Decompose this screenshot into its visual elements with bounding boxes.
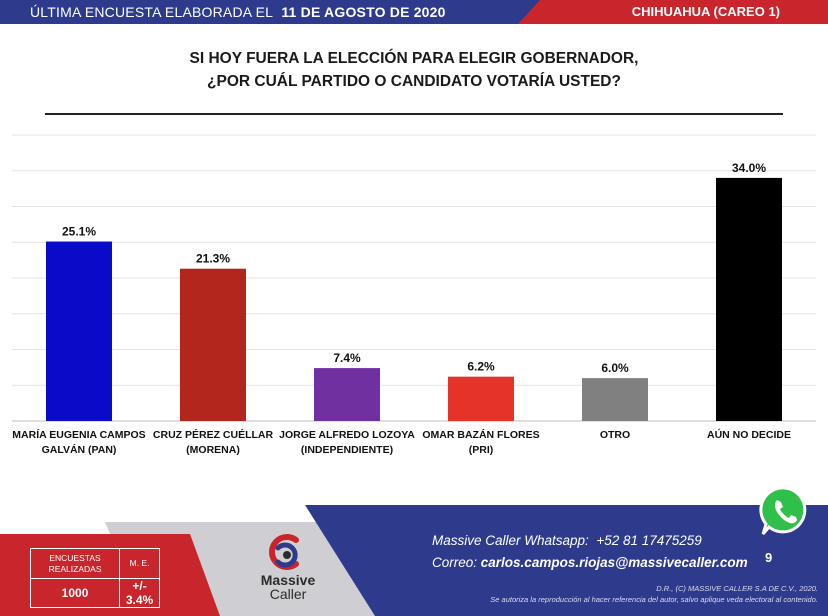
legal-line-1: D.R., (C) MASSIVE CALLER S.A DE C.V., 20… [656,584,818,593]
encuestas-value: 1000 [29,578,121,608]
whatsapp-label: Massive Caller Whatsapp: [432,533,589,548]
category-label: MARÍA EUGENIA CAMPOS [12,428,145,441]
question-line-2: ¿POR CUÁL PARTIDO O CANDIDATO VOTARÍA US… [207,73,621,90]
bar [582,378,648,421]
survey-date-caption: ÚLTIMA ENCUESTA ELABORADA EL 11 DE AGOST… [0,0,446,24]
legal-notice: D.R., (C) MASSIVE CALLER S.A DE C.V., 20… [490,583,818,605]
title-divider [45,113,783,115]
legal-line-2: Se autoriza la reproducción al hacer ref… [490,595,818,604]
whatsapp-icon[interactable] [758,484,812,538]
encuestas-label: ENCUESTAS REALIZADAS [29,548,121,579]
page-number: 9 [765,550,773,565]
category-label: (PRI) [469,444,494,456]
category-label: OMAR BAZÁN FLORES [422,428,539,441]
category-label: AÚN NO DECIDE [707,428,791,441]
data-label: 34.0% [732,161,766,175]
logo-mark-icon [269,534,299,570]
bar [448,376,514,421]
footer-blue-band [305,505,828,616]
email-link[interactable]: carlos.campos.riojas@massivecaller.com [480,555,748,570]
category-label: CRUZ PÉREZ CUÉLLAR [153,428,274,441]
data-label: 21.3% [196,252,230,266]
data-label: 6.2% [467,360,495,374]
logo-word-caller: Caller [269,586,307,602]
survey-date-prefix: ÚLTIMA ENCUESTA ELABORADA EL [30,4,274,20]
data-label: 6.0% [601,361,629,375]
data-label: 7.4% [333,351,361,365]
contact-info: Massive Caller Whatsapp: +52 81 17475259… [432,530,748,574]
category-label: (MORENA) [186,444,240,456]
margin-error-label: M. E. [119,548,160,579]
massive-caller-logo: Massive Caller [238,530,338,610]
email-label: Correo: [432,555,478,570]
survey-stats-table: ENCUESTAS REALIZADAS M. E. 1000 +/- 3.4% [29,548,160,608]
bar [716,177,782,421]
data-label: 25.1% [62,225,96,239]
category-label: GALVÁN (PAN) [42,443,117,456]
margin-error-value: +/- 3.4% [119,578,160,608]
question-line-1: SI HOY FUERA LA ELECCIÓN PARA ELEGIR GOB… [189,50,639,67]
region-label: CHIHUAHUA (CAREO 1) [631,4,780,19]
survey-date: 11 DE AGOSTO DE 2020 [281,4,446,20]
vote-intention-bar-chart: 25.1% MARÍA EUGENIA CAMPOS GALVÁN (PAN) 21.… [12,134,816,456]
bar [180,268,246,421]
email-line: Correo: carlos.campos.riojas@massivecall… [432,552,748,574]
whatsapp-number[interactable]: +52 81 17475259 [596,533,702,548]
category-label: (INDEPENDIENTE) [301,444,393,456]
bar [46,241,112,421]
header-red-band [518,0,828,24]
bar [314,368,380,421]
question-title: SI HOY FUERA LA ELECCIÓN PARA ELEGIR GOB… [0,47,828,93]
category-label: JORGE ALFREDO LOZOYA [279,429,415,441]
logo-word-massive: Massive [260,572,316,588]
category-label: OTRO [600,429,630,441]
whatsapp-line: Massive Caller Whatsapp: +52 81 17475259 [432,530,748,552]
